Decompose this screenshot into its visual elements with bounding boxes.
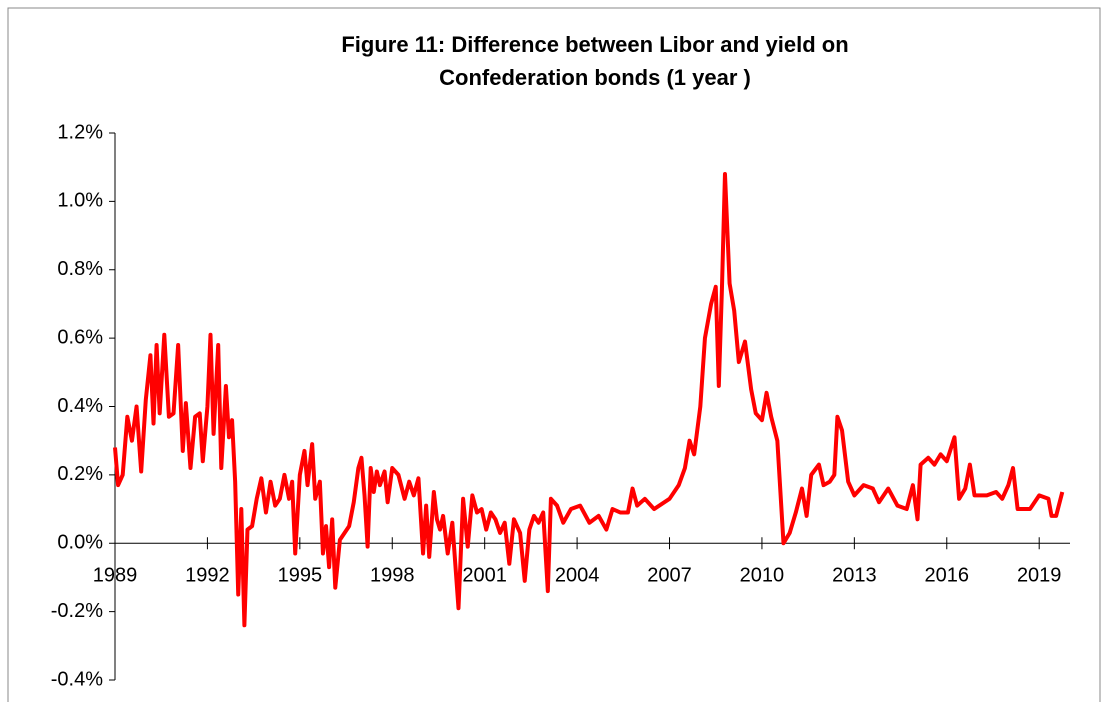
x-tick-label: 2010 [740, 565, 785, 587]
x-tick-label: 2019 [1017, 565, 1062, 587]
y-tick-label: 0.4% [57, 395, 103, 417]
data-line [113, 172, 1065, 628]
x-tick-label: 2004 [555, 565, 600, 587]
x-tick-label: 1995 [278, 565, 323, 587]
x-tick-label: 2013 [832, 565, 877, 587]
y-tick-label: 1.0% [57, 190, 103, 212]
y-tick-label: 0.0% [57, 532, 103, 554]
x-tick-label: 2001 [462, 565, 507, 587]
chart-title: Figure 11: Difference between Libor and … [341, 32, 849, 90]
x-tick-label: 2016 [925, 565, 970, 587]
y-tick-label: -0.4% [51, 668, 103, 690]
y-tick-label: 0.6% [57, 326, 103, 348]
y-tick-label: 0.8% [57, 258, 103, 280]
chart-border [7, 7, 1101, 702]
y-tick-label: 1.2% [57, 121, 103, 143]
x-tick-label: 1992 [185, 565, 230, 587]
x-tick-label: 1989 [93, 565, 138, 587]
x-tick-label: 1998 [370, 565, 415, 587]
x-tick-label: 2007 [647, 565, 692, 587]
y-tick-label: 0.2% [57, 463, 103, 485]
y-tick-label: -0.2% [51, 600, 103, 622]
